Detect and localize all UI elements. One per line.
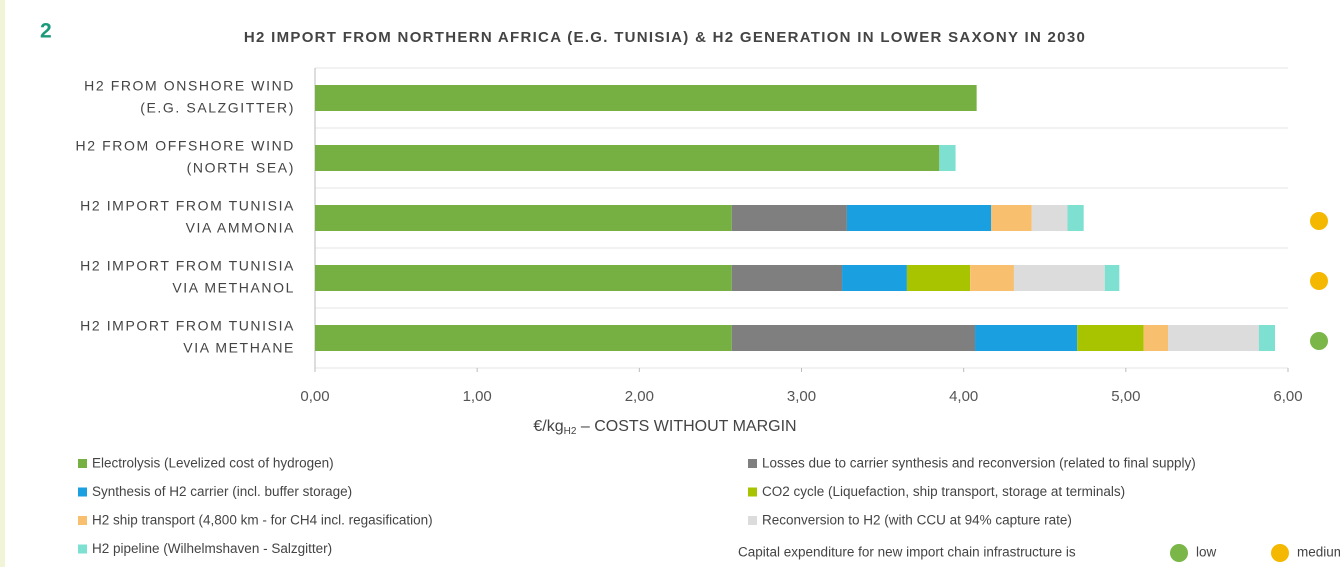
bar-segment bbox=[1067, 205, 1084, 231]
bar-segment bbox=[1167, 325, 1259, 351]
y-tick-label: H2 FROM ONSHORE WIND bbox=[84, 78, 295, 94]
x-tick-label: 3,00 bbox=[787, 388, 816, 405]
x-tick-label: 1,00 bbox=[463, 388, 492, 405]
bar-segment bbox=[731, 265, 843, 291]
capex-dot bbox=[1310, 212, 1328, 230]
bar-segment bbox=[975, 325, 1078, 351]
bar-segment bbox=[731, 205, 847, 231]
bar-segment bbox=[970, 265, 1014, 291]
legend-swatch bbox=[78, 544, 87, 554]
page-number: 2 bbox=[40, 20, 52, 43]
x-axis-label-sub: H2 bbox=[564, 426, 577, 437]
capex-dot bbox=[1310, 272, 1328, 290]
x-axis-label: €/kgH2 – COSTS WITHOUT MARGIN bbox=[533, 418, 796, 436]
x-tick-label: 2,00 bbox=[625, 388, 654, 405]
legend-label: H2 pipeline (Wilhelmshaven - Salzgitter) bbox=[92, 541, 332, 556]
capex-legend-dot bbox=[1271, 544, 1289, 562]
bar-segment bbox=[1077, 325, 1144, 351]
legend-label: Losses due to carrier synthesis and reco… bbox=[762, 456, 1196, 471]
bar-segment bbox=[315, 265, 732, 291]
x-tick-label: 4,00 bbox=[949, 388, 978, 405]
bar-segment bbox=[842, 265, 907, 291]
y-tick-label: H2 IMPORT FROM TUNISIA bbox=[80, 258, 295, 274]
y-tick-label: H2 IMPORT FROM TUNISIA bbox=[80, 198, 295, 214]
legend-swatch bbox=[748, 487, 757, 497]
x-tick-label: 6,00 bbox=[1273, 388, 1302, 405]
bar-segment bbox=[315, 325, 732, 351]
y-tick-label: (E.G. SALZGITTER) bbox=[140, 100, 295, 116]
legend-label: CO2 cycle (Liquefaction, ship transport,… bbox=[762, 484, 1125, 499]
bar-segment bbox=[315, 205, 732, 231]
bar-segment bbox=[939, 145, 956, 171]
legend-label: H2 ship transport (4,800 km - for CH4 in… bbox=[92, 513, 433, 528]
bar-segment bbox=[846, 205, 992, 231]
x-tick-label: 5,00 bbox=[1111, 388, 1140, 405]
bar-segment bbox=[731, 325, 976, 351]
bar-segment bbox=[1258, 325, 1276, 351]
x-tick-label: 0,00 bbox=[300, 388, 329, 405]
capex-legend-label: low bbox=[1196, 545, 1217, 560]
capex-legend-dot bbox=[1170, 544, 1188, 562]
legend-swatch bbox=[748, 516, 757, 525]
y-tick-label: (NORTH SEA) bbox=[187, 160, 295, 176]
y-tick-label: VIA AMMONIA bbox=[186, 220, 295, 236]
legend-swatch bbox=[78, 487, 87, 497]
legend-label: Synthesis of H2 carrier (incl. buffer st… bbox=[92, 484, 352, 499]
y-tick-label: VIA METHANE bbox=[183, 340, 295, 356]
y-tick-label: H2 IMPORT FROM TUNISIA bbox=[80, 318, 295, 334]
legend-swatch bbox=[78, 459, 87, 468]
bar-segment bbox=[315, 85, 977, 111]
chart-title: H2 IMPORT FROM NORTHERN AFRICA (E.G. TUN… bbox=[244, 29, 1086, 46]
bar-segment bbox=[1143, 325, 1168, 351]
y-tick-label: H2 FROM OFFSHORE WIND bbox=[76, 138, 295, 154]
legend-label: Reconversion to H2 (with CCU at 94% capt… bbox=[762, 513, 1072, 528]
capex-dot bbox=[1310, 332, 1328, 350]
bar-segment bbox=[1013, 265, 1105, 291]
bar-segment bbox=[1104, 265, 1120, 291]
x-axis-label-rest: – COSTS WITHOUT MARGIN bbox=[576, 418, 796, 435]
bar-segment bbox=[1031, 205, 1068, 231]
legend-swatch bbox=[748, 459, 757, 468]
capex-label: Capital expenditure for new import chain… bbox=[738, 545, 1076, 560]
capex-legend-label: medium bbox=[1297, 545, 1340, 560]
bar-segment bbox=[906, 265, 971, 291]
bar-segment bbox=[315, 145, 940, 171]
x-axis-label-main: €/kg bbox=[533, 418, 563, 435]
legend-label: Electrolysis (Levelized cost of hydrogen… bbox=[92, 456, 334, 471]
bar-segment bbox=[991, 205, 1032, 231]
y-tick-label: VIA METHANOL bbox=[172, 280, 295, 296]
edge-strip bbox=[0, 0, 5, 567]
legend-swatch bbox=[78, 516, 87, 525]
